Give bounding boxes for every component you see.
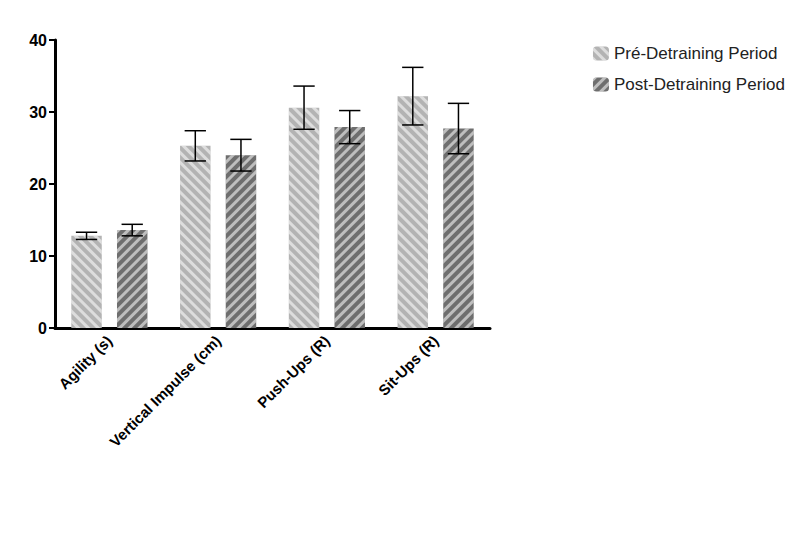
- svg-text:Push-Ups (R): Push-Ups (R): [254, 332, 333, 411]
- svg-text:10: 10: [29, 248, 47, 265]
- svg-text:Post-Detraining Period: Post-Detraining Period: [614, 75, 785, 94]
- svg-text:40: 40: [29, 32, 47, 49]
- svg-text:Pré-Detraining Period: Pré-Detraining Period: [614, 44, 777, 63]
- svg-text:30: 30: [29, 104, 47, 121]
- svg-text:Agility (s): Agility (s): [55, 332, 115, 392]
- svg-text:Sit-Ups (R): Sit-Ups (R): [375, 332, 442, 399]
- svg-text:20: 20: [29, 176, 47, 193]
- svg-text:0: 0: [38, 320, 47, 337]
- svg-text:Vertical Impulse (cm): Vertical Impulse (cm): [106, 332, 224, 450]
